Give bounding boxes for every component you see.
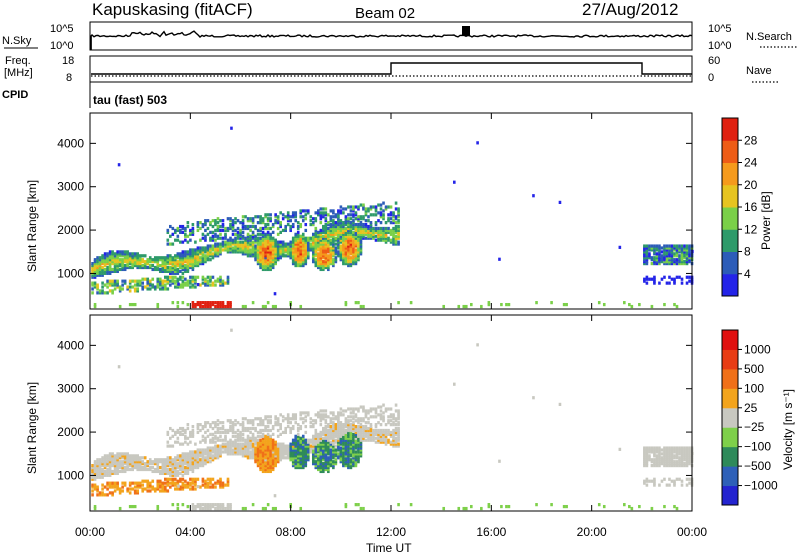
freq-label-line1: Freq. (5, 55, 31, 67)
freq-left-tick-bottom: 8 (66, 72, 72, 84)
noise-panel: N.Sky 10^5 10^0 10^5 10^0 N.Search (2, 21, 798, 52)
freq-right-tick-bottom: 0 (708, 72, 714, 84)
colorbar-tick-label: 100 (744, 381, 764, 395)
colorbar-swatch (722, 446, 738, 467)
colorbar-tick-label: 500 (744, 362, 764, 376)
y-tick-label: 4000 (57, 338, 84, 352)
velocity-colorbar: 1000 500 100 25 −25 −100 −500 −1000 (721, 329, 778, 506)
y-tick-label: 3000 (57, 382, 84, 396)
power-colorbar-label: Power [dB] (759, 191, 773, 250)
colorbar-swatch (722, 388, 738, 409)
velocity-panel: 1000 2000 3000 4000 Slant Range [km] 1000 50… (25, 314, 795, 512)
nave-label: Nave (746, 65, 772, 77)
colorbar-swatch (722, 485, 738, 506)
x-tick-label: 00:00 (677, 525, 707, 539)
x-tick-label: 08:00 (276, 525, 306, 539)
cpid-label: CPID (2, 89, 28, 101)
noise-right-tick-bottom: 10^0 (708, 40, 732, 52)
freq-left-tick-top: 18 (62, 55, 74, 67)
power-panel: 1000 2000 3000 4000 Slant Range [km] 4 8 12 16… (25, 112, 773, 310)
colorbar-swatch (722, 229, 738, 252)
colorbar-swatch (722, 140, 738, 163)
colorbar-tick-label: 1000 (744, 342, 771, 356)
date-label: 27/Aug/2012 (582, 0, 678, 19)
y-tick-label: 3000 (57, 180, 84, 194)
y-tick-label: 1000 (57, 468, 84, 482)
site-title: Kapuskasing (fitACF) (92, 0, 253, 19)
colorbar-swatch (722, 251, 738, 275)
colorbar-tick-label: −500 (744, 459, 771, 473)
x-tick-label: 12:00 (376, 525, 406, 539)
time-axis-label: Time UT (366, 541, 412, 554)
colorbar-swatch (722, 427, 738, 448)
freq-panel: Freq. [MHz] 18 8 60 0 Nave CPID tau (fas… (2, 55, 778, 108)
y-tick-label: 2000 (57, 425, 84, 439)
noise-right-tick-top: 10^5 (708, 23, 732, 35)
noise-left-label: N.Sky (2, 35, 32, 47)
noise-right-label: N.Search (746, 31, 792, 43)
colorbar-tick-label: 28 (744, 133, 758, 147)
velocity-colorbar-label: Velocity [m s⁻¹] (781, 389, 795, 470)
cpid-text: tau (fast) 503 (93, 93, 167, 107)
colorbar-swatch (722, 184, 738, 208)
colorbar-swatch (722, 162, 738, 186)
colorbar-tick-label: 12 (744, 222, 758, 236)
noise-left-tick-top: 10^5 (50, 23, 74, 35)
colorbar-swatch (722, 407, 738, 428)
x-tick-label: 16:00 (476, 525, 506, 539)
colorbar-tick-label: 24 (744, 156, 758, 170)
colorbar-tick-label: 20 (744, 178, 758, 192)
x-tick-label: 00:00 (75, 525, 105, 539)
colorbar-swatch (722, 207, 738, 230)
power-colorbar: 4 8 12 16 20 24 28 (721, 117, 758, 297)
colorbar-swatch (722, 349, 738, 370)
colorbar-tick-label: 25 (744, 401, 758, 415)
colorbar-tick-label: −100 (744, 440, 771, 454)
colorbar-swatch (722, 273, 738, 297)
power-ylabel: Slant Range [km] (25, 180, 39, 272)
velocity-echo-data (91, 328, 694, 511)
colorbar-tick-label: 8 (744, 245, 751, 259)
power-echo-data (91, 126, 694, 309)
y-tick-label: 4000 (57, 136, 84, 150)
freq-label-line2: [MHz] (4, 67, 33, 79)
freq-line (91, 62, 692, 75)
colorbar-swatch (722, 368, 738, 389)
velocity-ylabel: Slant Range [km] (25, 382, 39, 474)
colorbar-swatch (722, 118, 738, 141)
noise-sky-line (90, 30, 693, 50)
x-tick-label: 04:00 (175, 525, 205, 539)
colorbar-tick-label: −1000 (744, 479, 778, 493)
freq-right-tick-top: 60 (708, 55, 720, 67)
noise-left-tick-bottom: 10^0 (50, 40, 74, 52)
beam-label: Beam 02 (355, 5, 415, 22)
colorbar-swatch (722, 330, 738, 350)
colorbar-swatch (722, 466, 738, 487)
colorbar-tick-label: 16 (744, 200, 758, 214)
colorbar-tick-label: 4 (744, 267, 751, 281)
y-tick-label: 1000 (57, 266, 84, 280)
time-axis: 00:00 04:00 08:00 12:00 16:00 20:00 00:00 (75, 113, 707, 539)
y-tick-label: 2000 (57, 223, 84, 237)
x-tick-label: 20:00 (577, 525, 607, 539)
colorbar-tick-label: −25 (744, 420, 765, 434)
